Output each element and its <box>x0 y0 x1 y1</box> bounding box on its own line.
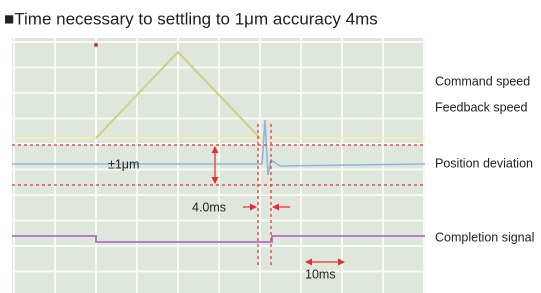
legend-label: Feedback speed <box>435 100 527 114</box>
settling-label: 4.0ms <box>192 200 226 214</box>
legend-label: Completion signal <box>435 230 534 244</box>
page: ■Time necessary to settling to 1μm accur… <box>0 0 541 293</box>
figure: ■Time necessary to settling to 1μm accur… <box>0 0 541 293</box>
scale-label: 10ms <box>305 267 336 281</box>
trigger-mark <box>94 43 98 47</box>
tolerance-label: ±1μm <box>108 157 139 171</box>
title: ■Time necessary to settling to 1μm accur… <box>4 9 378 28</box>
legend-label: Position deviation <box>435 156 533 170</box>
legend-label: Command speed <box>435 74 530 88</box>
